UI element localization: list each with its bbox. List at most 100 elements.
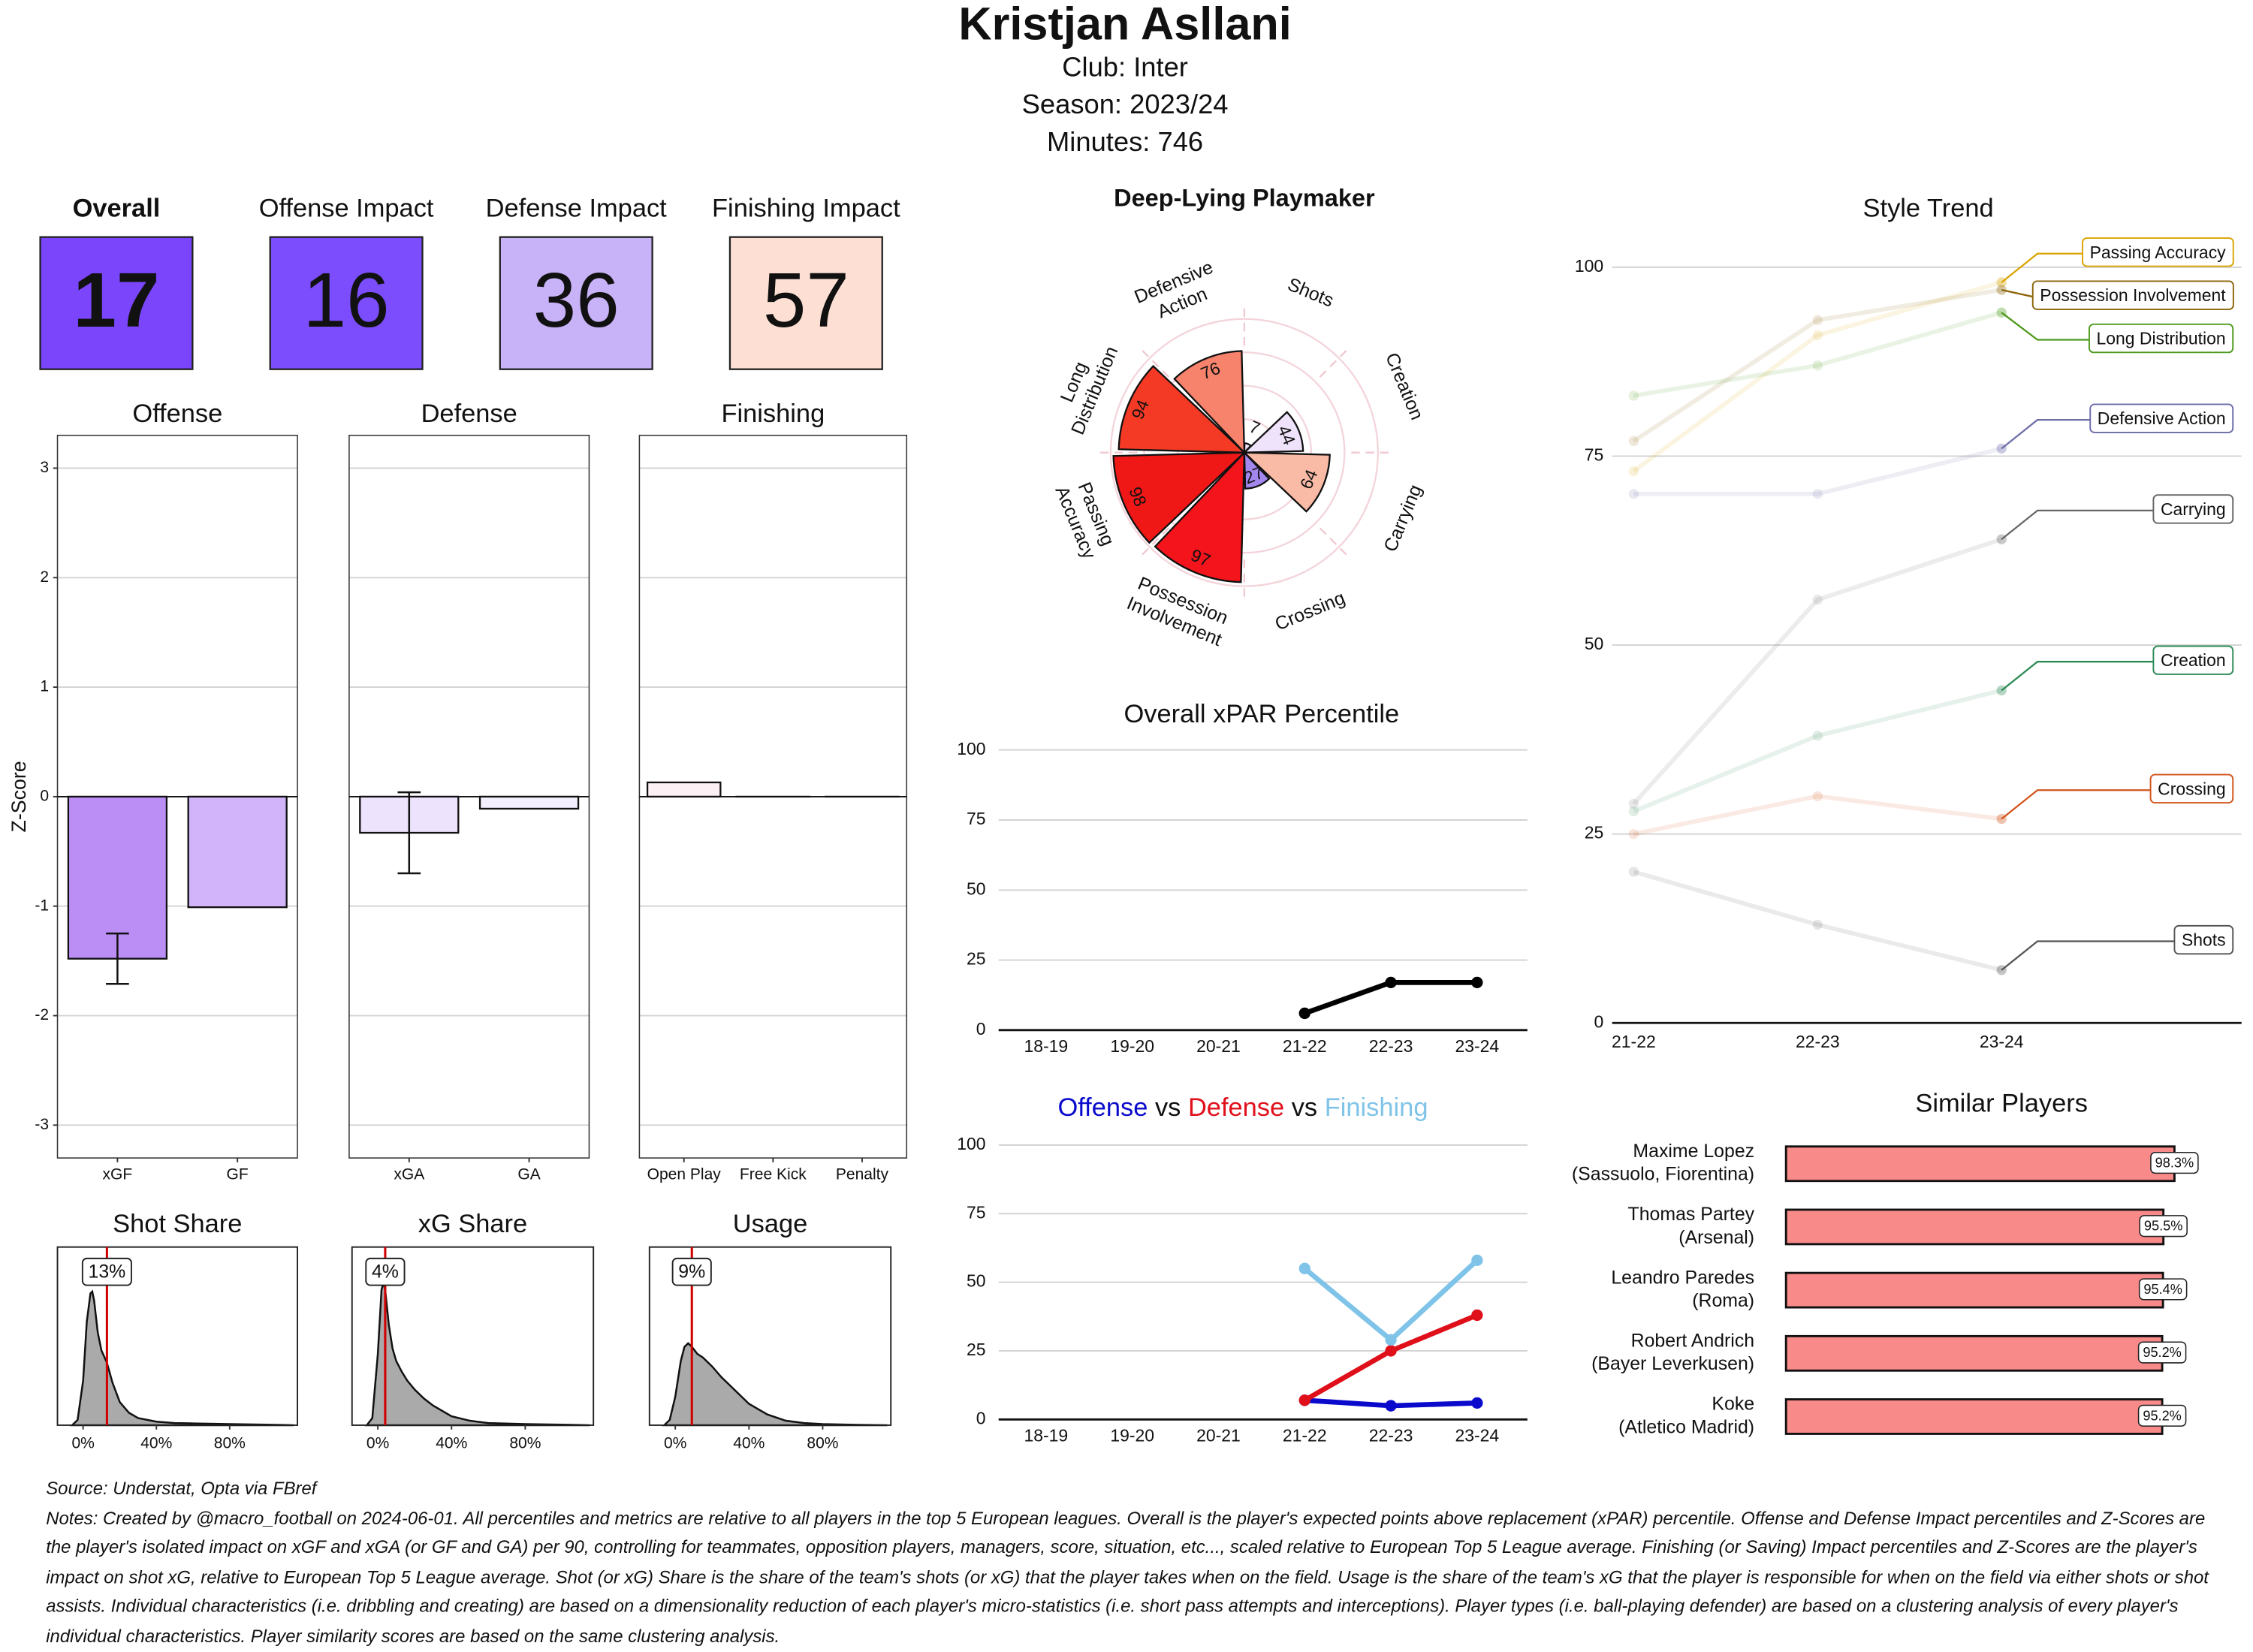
point — [1628, 390, 1639, 401]
bar — [187, 795, 288, 909]
x-tick-label: Open Play — [647, 1166, 722, 1183]
bar — [646, 781, 722, 798]
value-label-box — [2150, 1151, 2199, 1174]
series-label: Defensive Action — [2089, 403, 2234, 433]
point — [1385, 976, 1397, 989]
spoke — [1319, 527, 1348, 556]
source: Source: Understat, Opta via FBref — [46, 1478, 317, 1499]
bar — [1784, 1208, 2165, 1246]
player-name: Robert Andrich — [1631, 1331, 1754, 1352]
y-tick-label: 0 — [976, 1408, 986, 1427]
panel-border — [56, 1246, 299, 1426]
panel-title: Usage — [733, 1210, 808, 1238]
legend-entry: Finishing — [1325, 1093, 1428, 1122]
x-tick-label: xGA — [394, 1166, 424, 1183]
x-tick-label: 80% — [807, 1434, 838, 1452]
x-tick-label: Penalty — [836, 1166, 889, 1183]
label-connector — [2001, 288, 2033, 298]
legend-entry: Defense — [1188, 1093, 1284, 1122]
player-club: (Arsenal) — [1678, 1227, 1754, 1248]
x-tick-label: 23-24 — [1455, 1425, 1500, 1445]
point — [1628, 828, 1639, 840]
x-tick-label: GF — [227, 1166, 249, 1183]
series-label-box — [2031, 280, 2234, 310]
y-tick-label: 75 — [967, 1202, 986, 1222]
panel-title: xG Share — [418, 1210, 527, 1238]
label-connector — [2001, 312, 2089, 341]
x-tick-label: 19-20 — [1110, 1036, 1154, 1056]
x-tick-label: 23-24 — [1980, 1032, 2024, 1051]
y-tick-label: -3 — [35, 1116, 49, 1133]
value-label: 4% — [365, 1257, 406, 1286]
player-club: (Atletico Madrid) — [1618, 1416, 1754, 1437]
value-label-box — [2139, 1215, 2188, 1237]
series-label-box — [2089, 403, 2234, 433]
value-label: 95.5% — [2139, 1215, 2188, 1237]
x-tick-label: 21-22 — [1283, 1036, 1327, 1056]
panel-title: Deep-Lying Playmaker — [1114, 185, 1375, 212]
polar-category-label: LongDistribution — [1046, 335, 1122, 438]
subtitle: Minutes: 746 — [1047, 126, 1203, 157]
score-value: 57 — [763, 256, 849, 343]
density-area — [364, 1279, 590, 1427]
x-tick-label: 18-19 — [1024, 1036, 1069, 1056]
series-label-text: Possession Involvement — [2040, 285, 2226, 305]
value-label-text: 95.4% — [2143, 1282, 2182, 1297]
series-label: Carrying — [2152, 494, 2234, 524]
panel-title: Similar Players — [1915, 1089, 2088, 1117]
value-label-box — [365, 1257, 406, 1286]
point — [1628, 806, 1639, 817]
panel-title: Defense — [421, 399, 517, 428]
y-tick-label: 25 — [1585, 823, 1604, 843]
value-label: 95.4% — [2138, 1278, 2188, 1301]
point — [1628, 798, 1639, 809]
series-label-text: Long Distribution — [2097, 329, 2226, 348]
x-tick-label: 21-22 — [1612, 1032, 1656, 1051]
title: Kristjan Asllani — [958, 0, 1291, 50]
series-label: Creation — [2152, 645, 2234, 675]
x-tick-label: Free Kick — [740, 1166, 807, 1183]
score-label: Overall — [73, 194, 161, 222]
player-club: (Bayer Leverkusen) — [1591, 1353, 1754, 1374]
density-area — [69, 1289, 294, 1427]
x-tick-label: 19-20 — [1110, 1425, 1154, 1445]
polar-wedge — [1241, 411, 1304, 454]
x-tick-label: 80% — [214, 1434, 246, 1452]
player-name: Thomas Partey — [1628, 1204, 1755, 1225]
density-area — [662, 1342, 888, 1427]
point — [1812, 315, 1823, 326]
point — [1628, 489, 1639, 499]
polar-wedge — [1112, 451, 1247, 544]
series-label-box — [2173, 924, 2234, 955]
title-separator: vs — [1284, 1093, 1325, 1122]
grid-circle — [1176, 384, 1313, 520]
point — [1385, 1345, 1397, 1357]
label-connector — [2001, 940, 2175, 971]
series-label-text: Creation — [2161, 650, 2226, 670]
value-label-text: 95.2% — [2143, 1408, 2181, 1423]
player-club: (Roma) — [1692, 1290, 1754, 1311]
panel-title: Offense — [132, 399, 222, 428]
x-tick-label: 20-21 — [1196, 1425, 1241, 1445]
bar — [1784, 1334, 2164, 1372]
x-tick-label: 22-23 — [1369, 1036, 1413, 1056]
value-label: 9% — [671, 1257, 712, 1286]
polar-category-label: DefensiveAction — [1131, 256, 1224, 328]
value-label-text: 4% — [372, 1262, 399, 1283]
x-tick-label: xGF — [103, 1166, 133, 1183]
score-value: 17 — [74, 256, 160, 343]
trend-line — [1632, 280, 2002, 473]
x-tick-label: 22-23 — [1796, 1032, 1840, 1051]
panel-title: Shot Share — [113, 1210, 242, 1238]
series-label: Shots — [2173, 924, 2234, 955]
point — [1812, 360, 1823, 371]
point — [1812, 594, 1823, 605]
score-box — [728, 236, 883, 370]
point — [1471, 1254, 1483, 1267]
score-value: 36 — [533, 256, 620, 343]
series-label-text: Carrying — [2161, 499, 2226, 519]
grid-circle — [1143, 351, 1346, 554]
value-label-box — [2137, 1341, 2187, 1364]
score-value: 16 — [303, 256, 390, 343]
y-tick-label: 50 — [1585, 634, 1604, 653]
